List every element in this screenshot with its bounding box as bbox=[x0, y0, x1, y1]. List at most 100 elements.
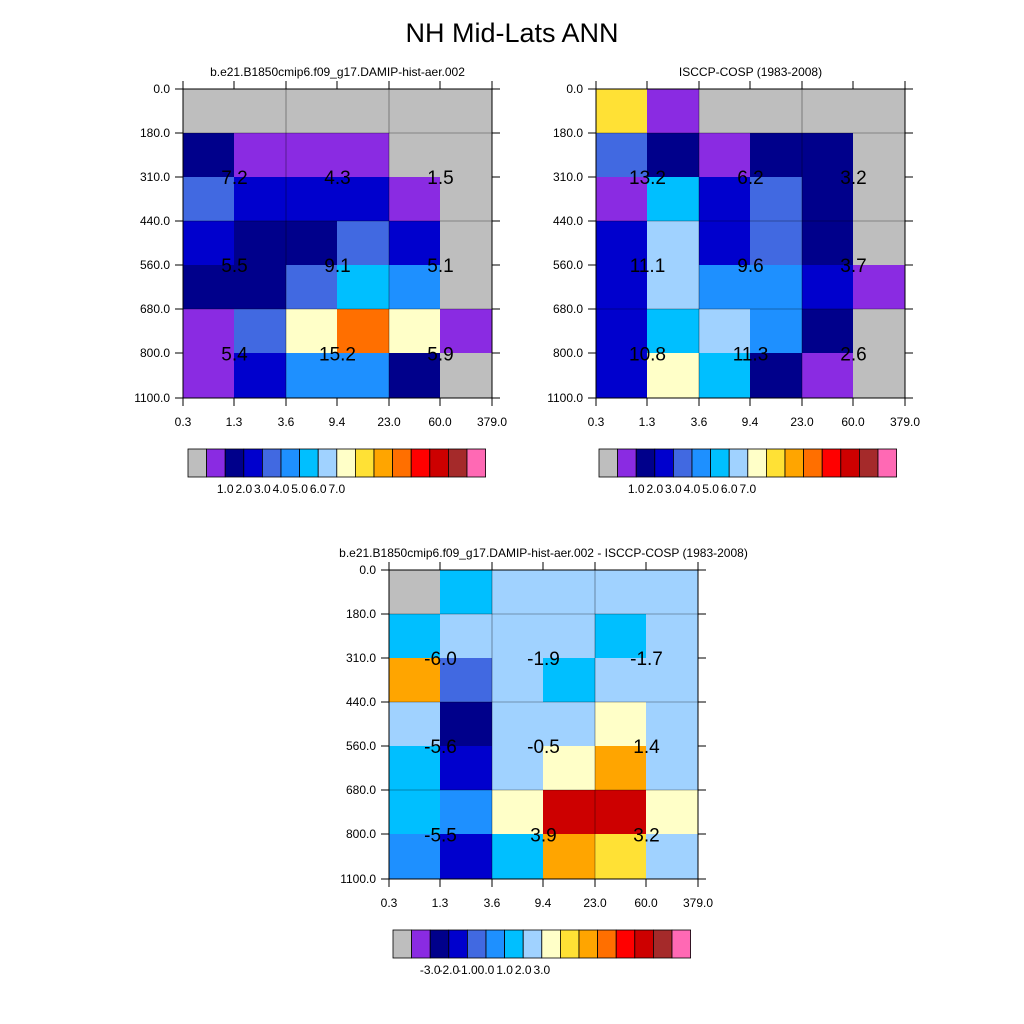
heatmap-cell bbox=[286, 353, 338, 399]
heatmap-cell bbox=[440, 746, 493, 791]
colorbar-label: 7.0 bbox=[328, 482, 345, 496]
heatmap-cell bbox=[389, 89, 441, 134]
x-tick-label: 60.0 bbox=[428, 415, 452, 429]
colorbar-swatch bbox=[522, 929, 543, 959]
colorbar-swatch bbox=[317, 448, 338, 478]
x-tick-label: 9.4 bbox=[535, 896, 552, 910]
heatmap-cell bbox=[234, 353, 287, 399]
colorbar-swatch bbox=[541, 929, 561, 959]
colorbar-swatch bbox=[784, 448, 805, 478]
heatmap-cell bbox=[647, 265, 700, 310]
x-tick-label: 3.6 bbox=[278, 415, 295, 429]
cell-value-label: 13.2 bbox=[629, 168, 666, 189]
heatmap-cell bbox=[750, 265, 803, 310]
heatmap-cell bbox=[492, 658, 544, 703]
cell-value-label: 3.9 bbox=[530, 826, 556, 847]
colorbar-swatch bbox=[654, 448, 674, 478]
colorbar-swatch bbox=[598, 448, 619, 478]
heatmap-cell bbox=[699, 265, 751, 310]
x-tick-label: 379.0 bbox=[477, 415, 507, 429]
colorbar-label: 5.0 bbox=[702, 482, 719, 496]
heatmap-cell bbox=[750, 353, 803, 399]
cell-value-label: 4.3 bbox=[324, 168, 350, 189]
heatmap-cell bbox=[234, 309, 287, 354]
colorbar-swatch bbox=[411, 929, 431, 959]
colorbar-swatch bbox=[187, 448, 208, 478]
heatmap-cell bbox=[234, 265, 287, 310]
heatmap-cell bbox=[647, 177, 700, 222]
x-tick-label: 379.0 bbox=[890, 415, 920, 429]
heatmap-cell bbox=[802, 133, 854, 178]
colorbar-swatch bbox=[410, 448, 431, 478]
heatmap-cell bbox=[337, 353, 390, 399]
heatmap-cell bbox=[389, 570, 441, 615]
y-tick-label: 1100.0 bbox=[340, 872, 376, 886]
heatmap-panel-3: b.e21.B1850cmip6.f09_g17.DAMIP-hist-aer.… bbox=[339, 546, 748, 977]
colorbar-label: 1.0 bbox=[496, 963, 513, 977]
heatmap-cell bbox=[440, 133, 493, 178]
heatmap-cell bbox=[853, 177, 906, 222]
y-tick-label: 310.0 bbox=[346, 651, 376, 665]
heatmap-cell bbox=[802, 265, 854, 310]
heatmap-cell bbox=[389, 746, 441, 791]
cell-value-label: 1.5 bbox=[427, 168, 453, 189]
heatmap-cell bbox=[646, 658, 699, 703]
heatmap-cell bbox=[389, 221, 441, 266]
heatmap-cell bbox=[234, 177, 287, 222]
colorbar-swatch bbox=[354, 448, 375, 478]
colorbar-swatch bbox=[373, 448, 394, 478]
heatmap-cell bbox=[234, 133, 287, 178]
colorbar-swatch bbox=[243, 448, 263, 478]
heatmap-cell bbox=[337, 89, 390, 134]
colorbar-swatch bbox=[336, 448, 356, 478]
cell-value-label: 7.2 bbox=[221, 168, 247, 189]
colorbar-swatch bbox=[803, 448, 823, 478]
colorbar-label: 3.0 bbox=[665, 482, 682, 496]
heatmap-cell bbox=[234, 221, 287, 266]
heatmap-cell bbox=[286, 265, 338, 310]
heatmap-cell bbox=[596, 353, 648, 399]
colorbar-swatch bbox=[392, 929, 413, 959]
cell-value-label: 3.7 bbox=[840, 256, 866, 277]
colorbar: -3.0-2.0-1.0 0.0 1.0 2.0 3.0 bbox=[392, 929, 692, 977]
x-tick-label: 0.3 bbox=[588, 415, 605, 429]
heatmap-cell bbox=[337, 221, 390, 266]
heatmap-cell bbox=[440, 221, 493, 266]
heatmap-cell bbox=[389, 614, 441, 659]
heatmap-cell bbox=[389, 353, 441, 399]
cell-value-label: 5.4 bbox=[221, 345, 248, 366]
x-tick-label: 23.0 bbox=[583, 896, 607, 910]
x-tick-label: 9.4 bbox=[329, 415, 346, 429]
heatmap-cell bbox=[595, 834, 647, 880]
heatmap-cell bbox=[440, 177, 493, 222]
heatmap-cell bbox=[595, 658, 647, 703]
heatmap-cell bbox=[647, 309, 700, 354]
heatmap-cell bbox=[543, 614, 596, 659]
heatmap-cell bbox=[646, 746, 699, 791]
heatmap-cell bbox=[183, 89, 235, 134]
y-tick-label: 1100.0 bbox=[134, 391, 170, 405]
colorbar-label: -3.0 bbox=[420, 963, 441, 977]
heatmap-cell bbox=[646, 834, 699, 880]
colorbar-label: 3.0 bbox=[533, 963, 550, 977]
heatmap-cell bbox=[853, 265, 906, 310]
cell-value-label: 3.2 bbox=[633, 826, 659, 847]
colorbar-swatch bbox=[466, 448, 487, 478]
heatmap-cell bbox=[750, 133, 803, 178]
heatmap-cell bbox=[389, 790, 441, 835]
heatmap-cell bbox=[699, 221, 751, 266]
colorbar-swatch bbox=[597, 929, 617, 959]
heatmap-cell bbox=[595, 614, 647, 659]
heatmap-cell bbox=[440, 570, 493, 615]
colorbar-swatch bbox=[766, 448, 786, 478]
colorbar-swatch bbox=[560, 929, 580, 959]
heatmap-cell bbox=[543, 790, 596, 835]
heatmap-cell bbox=[492, 746, 544, 791]
colorbar-swatch bbox=[635, 448, 656, 478]
y-tick-label: 180.0 bbox=[346, 607, 376, 621]
heatmap-cell bbox=[440, 834, 493, 880]
heatmap-cell bbox=[492, 790, 544, 835]
x-tick-label: 9.4 bbox=[742, 415, 759, 429]
heatmap-cell bbox=[389, 133, 441, 178]
heatmap-cell bbox=[647, 89, 700, 134]
